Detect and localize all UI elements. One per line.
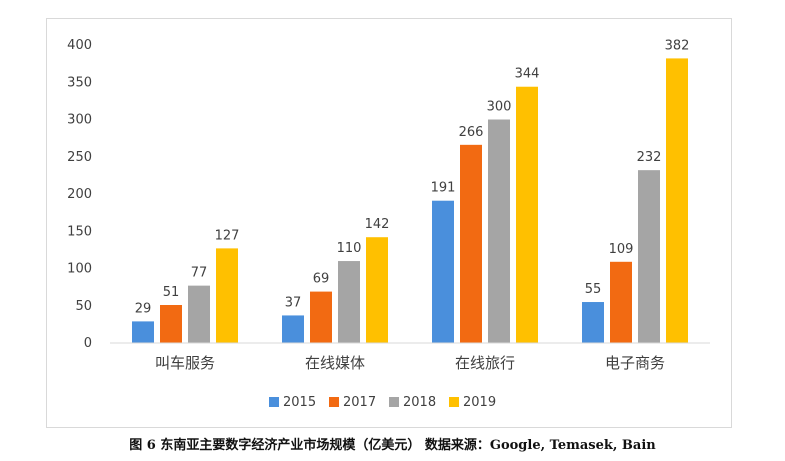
legend-label: 2017 [343,395,376,410]
bar [488,119,510,343]
bar [132,321,154,343]
y-tick-label: 150 [67,224,92,239]
data-label: 51 [163,285,180,300]
x-category-label: 在线旅行 [455,354,515,372]
data-label: 266 [459,125,484,140]
bar [638,170,660,343]
bar [188,285,210,343]
data-label: 37 [285,295,302,310]
bar [516,86,538,343]
bar [338,261,360,343]
bar [460,144,482,343]
legend: 2015 2017 2018 2019 [269,395,496,410]
bar [282,315,304,343]
data-label: 232 [637,150,662,165]
y-tick-label: 250 [67,150,92,165]
data-label: 77 [191,266,208,281]
legend-swatch [389,397,399,407]
x-category-label: 叫车服务 [155,354,215,372]
y-tick-label: 0 [84,336,92,351]
y-tick-label: 300 [67,113,92,128]
data-label: 191 [431,181,456,196]
data-labels: 29 37 191 55 51 69 266 109 77 110 300 232 127 142 344 3… [135,38,690,316]
bars [132,58,688,343]
bar [432,200,454,343]
x-category-label: 电子商务 [605,354,665,372]
data-label: 382 [665,38,690,53]
legend-swatch [329,397,339,407]
y-tick-label: 200 [67,187,92,202]
data-label: 127 [215,228,240,243]
x-category-label: 在线媒体 [305,354,365,372]
bar-chart: 0 50 100 150 200 250 300 350 400 29 37 191 55 51 69 26… [67,38,710,410]
data-label: 109 [609,242,634,257]
bar [160,305,182,343]
legend-label: 2015 [283,395,316,410]
legend-label: 2018 [403,395,436,410]
y-tick-label: 100 [67,262,92,277]
y-tick-label: 50 [75,299,92,314]
y-tick-label: 350 [67,75,92,90]
data-label: 300 [487,100,512,115]
bar [366,237,388,343]
data-label: 344 [515,67,540,82]
data-label: 110 [337,241,362,256]
legend-swatch [449,397,459,407]
bar [582,302,604,343]
legend-label: 2019 [463,395,496,410]
data-label: 69 [313,272,330,287]
bar [216,248,238,343]
data-label: 55 [585,282,602,297]
bar [310,291,332,343]
chart-frame [46,18,732,428]
data-label: 29 [135,301,152,316]
y-axis-tick-labels: 0 50 100 150 200 250 300 350 400 [67,38,92,351]
legend-swatch [269,397,279,407]
y-tick-label: 400 [67,38,92,53]
bar [666,58,688,343]
figure-caption: 图 6 东南亚主要数字经济产业市场规模（亿美元） 数据来源：Google, Te… [129,438,656,453]
data-label: 142 [365,217,390,232]
bar [610,261,632,343]
x-axis-category-labels: 叫车服务 在线媒体 在线旅行 电子商务 [155,354,665,372]
